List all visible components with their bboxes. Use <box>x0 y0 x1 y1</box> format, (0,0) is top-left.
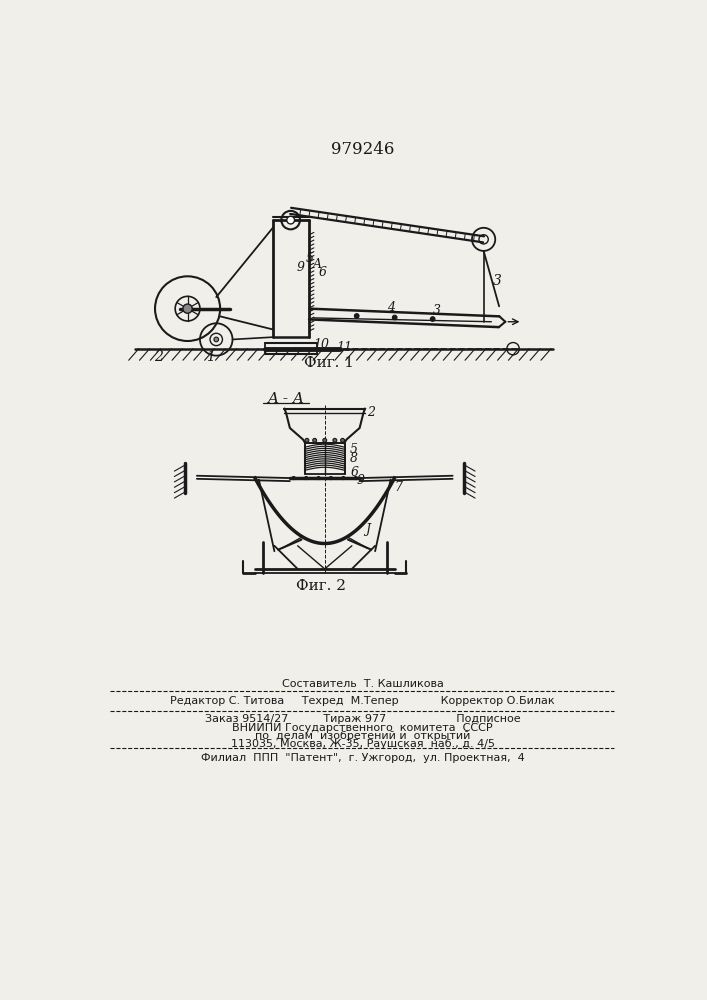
Circle shape <box>312 438 317 442</box>
Text: 10: 10 <box>313 338 329 351</box>
Text: 11: 11 <box>336 341 352 354</box>
Text: 7: 7 <box>395 481 402 494</box>
Text: Составитель  Т. Кашликова: Составитель Т. Кашликова <box>282 679 444 689</box>
Circle shape <box>333 438 337 442</box>
Text: 9: 9 <box>356 474 364 487</box>
Text: Фиг. 2: Фиг. 2 <box>296 579 346 593</box>
Circle shape <box>305 438 309 442</box>
Text: по  делам  изобретений и  открытий: по делам изобретений и открытий <box>255 731 470 741</box>
Text: A: A <box>313 258 322 271</box>
Circle shape <box>317 477 320 480</box>
Text: A - A: A - A <box>267 392 305 406</box>
Text: 5: 5 <box>350 443 358 456</box>
Text: ВНИИПИ Государственного  комитета  СССР: ВНИИПИ Государственного комитета СССР <box>233 723 493 733</box>
Text: 979246: 979246 <box>331 141 395 158</box>
Circle shape <box>183 304 192 313</box>
Circle shape <box>329 477 332 480</box>
Circle shape <box>305 477 308 480</box>
Circle shape <box>341 477 345 480</box>
Text: 2: 2 <box>367 406 375 419</box>
Text: 9: 9 <box>297 261 305 274</box>
Text: 3: 3 <box>493 274 502 288</box>
Text: J: J <box>365 523 370 536</box>
Text: 1: 1 <box>206 350 215 364</box>
Text: 6: 6 <box>350 466 358 479</box>
Text: 6: 6 <box>318 266 327 279</box>
Circle shape <box>292 477 296 480</box>
Circle shape <box>392 315 397 320</box>
Text: Фиг. 1: Фиг. 1 <box>303 356 354 370</box>
Circle shape <box>323 438 327 442</box>
Circle shape <box>341 438 344 442</box>
Text: 8: 8 <box>350 452 358 465</box>
Text: 3: 3 <box>433 304 441 317</box>
Circle shape <box>287 216 295 224</box>
Text: Редактор С. Титова     Техред  М.Тепер            Корректор О.Билак: Редактор С. Титова Техред М.Тепер Коррек… <box>170 696 555 706</box>
Text: Заказ 9514/27          Тираж 977                    Подписное: Заказ 9514/27 Тираж 977 Подписное <box>205 714 520 724</box>
Text: 4: 4 <box>387 301 395 314</box>
Text: 2: 2 <box>153 350 163 364</box>
Circle shape <box>431 317 435 321</box>
Text: 5: 5 <box>306 252 314 265</box>
Circle shape <box>354 314 359 318</box>
Text: 113035, Москва, Ж-35, Раушская  наб., д. 4/5: 113035, Москва, Ж-35, Раушская наб., д. … <box>230 739 495 749</box>
Circle shape <box>354 477 357 480</box>
Circle shape <box>214 337 218 342</box>
Text: Филиал  ППП  "Патент",  г. Ужгород,  ул. Проектная,  4: Филиал ППП "Патент", г. Ужгород, ул. Про… <box>201 753 525 763</box>
